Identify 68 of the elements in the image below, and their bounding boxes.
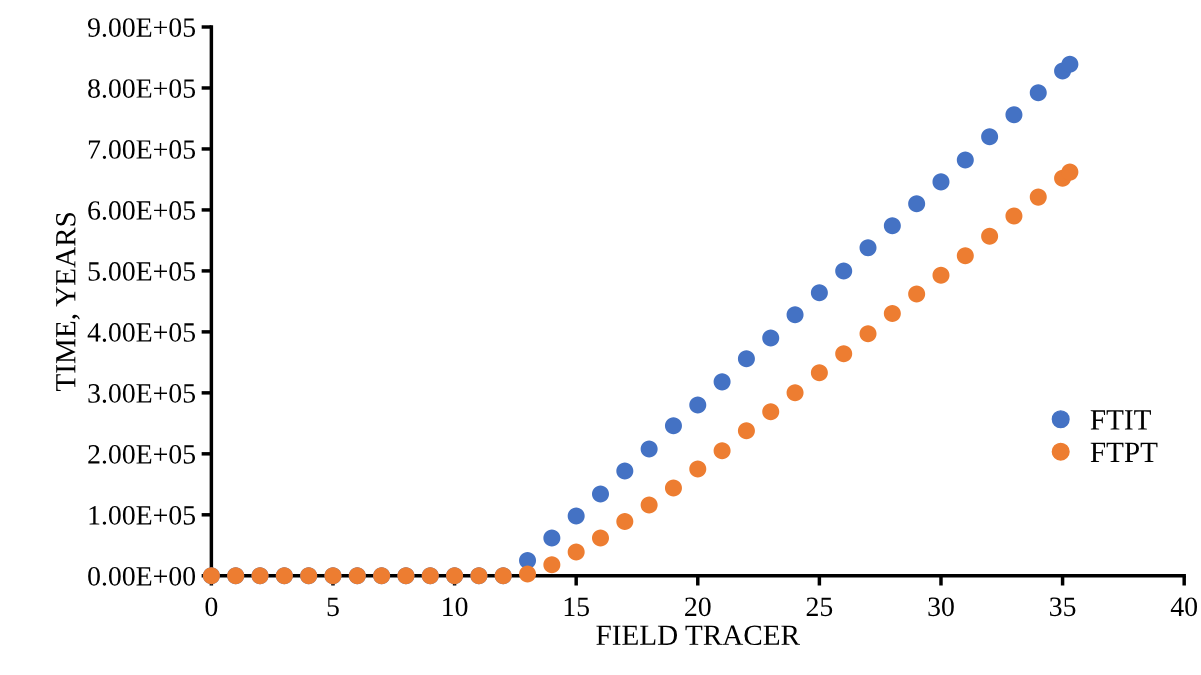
point [737,350,755,368]
y-tick-label: 8.00E+05 [88,79,196,99]
legend-label: FTIT [1090,410,1151,430]
point [981,128,999,146]
point [883,305,901,323]
point [616,462,634,480]
y-tick-label: 0.00E+00 [88,566,196,586]
point [640,496,658,514]
point [713,442,731,460]
point [1005,106,1023,124]
point [883,217,901,235]
point [689,460,707,478]
point [835,262,853,280]
point [1061,55,1079,73]
y-tick-label: 6.00E+05 [88,201,196,220]
x-tick-label: 10 [443,597,468,617]
point [664,479,682,497]
point [908,195,926,213]
point [859,325,877,343]
point [567,543,585,561]
y-tick-label: 4.00E+05 [87,323,196,342]
point [981,227,999,245]
y-tick-label: 3.00E+05 [88,384,196,403]
point [713,373,731,391]
point [786,384,804,402]
point [810,364,828,382]
point [810,284,828,302]
x-tick-label: 20 [685,597,711,617]
point [1029,188,1047,206]
point [640,440,658,458]
point [519,565,537,583]
x-tick-label: 15 [564,597,589,617]
point [762,329,780,347]
point [762,403,780,421]
legend-label: FTPT [1090,442,1158,462]
point [591,485,610,503]
point [567,507,585,525]
point [932,266,950,284]
point [859,239,877,257]
point [737,422,755,440]
point [689,396,707,414]
x-tick-label: 30 [928,597,954,617]
x-tick-label: 5 [327,597,339,617]
point [932,173,950,191]
point [616,513,634,531]
x-tick-label: 35 [1050,597,1076,617]
y-tick-label: 1.00E+05 [89,505,196,525]
point [835,345,853,363]
point [664,417,682,435]
y-tick-label: 5.00E+05 [88,262,196,281]
point [1061,163,1079,181]
x-tick-label: 0 [205,597,218,617]
x-tick-label: 25 [806,597,833,617]
y-tick-label: 9.00E+05 [87,18,196,38]
point [1005,207,1023,225]
point [543,556,561,574]
y-tick-label: 2.00E+05 [88,444,196,464]
point [591,529,610,547]
x-axis-title: FIELD TRACER [596,625,800,646]
point [1029,84,1047,102]
y-tick-label: 7.00E+05 [88,140,196,159]
y-axis-title: TIME, YEARS [56,213,80,392]
x-tick-label: 40 [1170,597,1198,617]
point [908,285,926,303]
point [786,306,804,324]
point [956,247,974,265]
point [956,151,974,169]
point [543,529,561,547]
